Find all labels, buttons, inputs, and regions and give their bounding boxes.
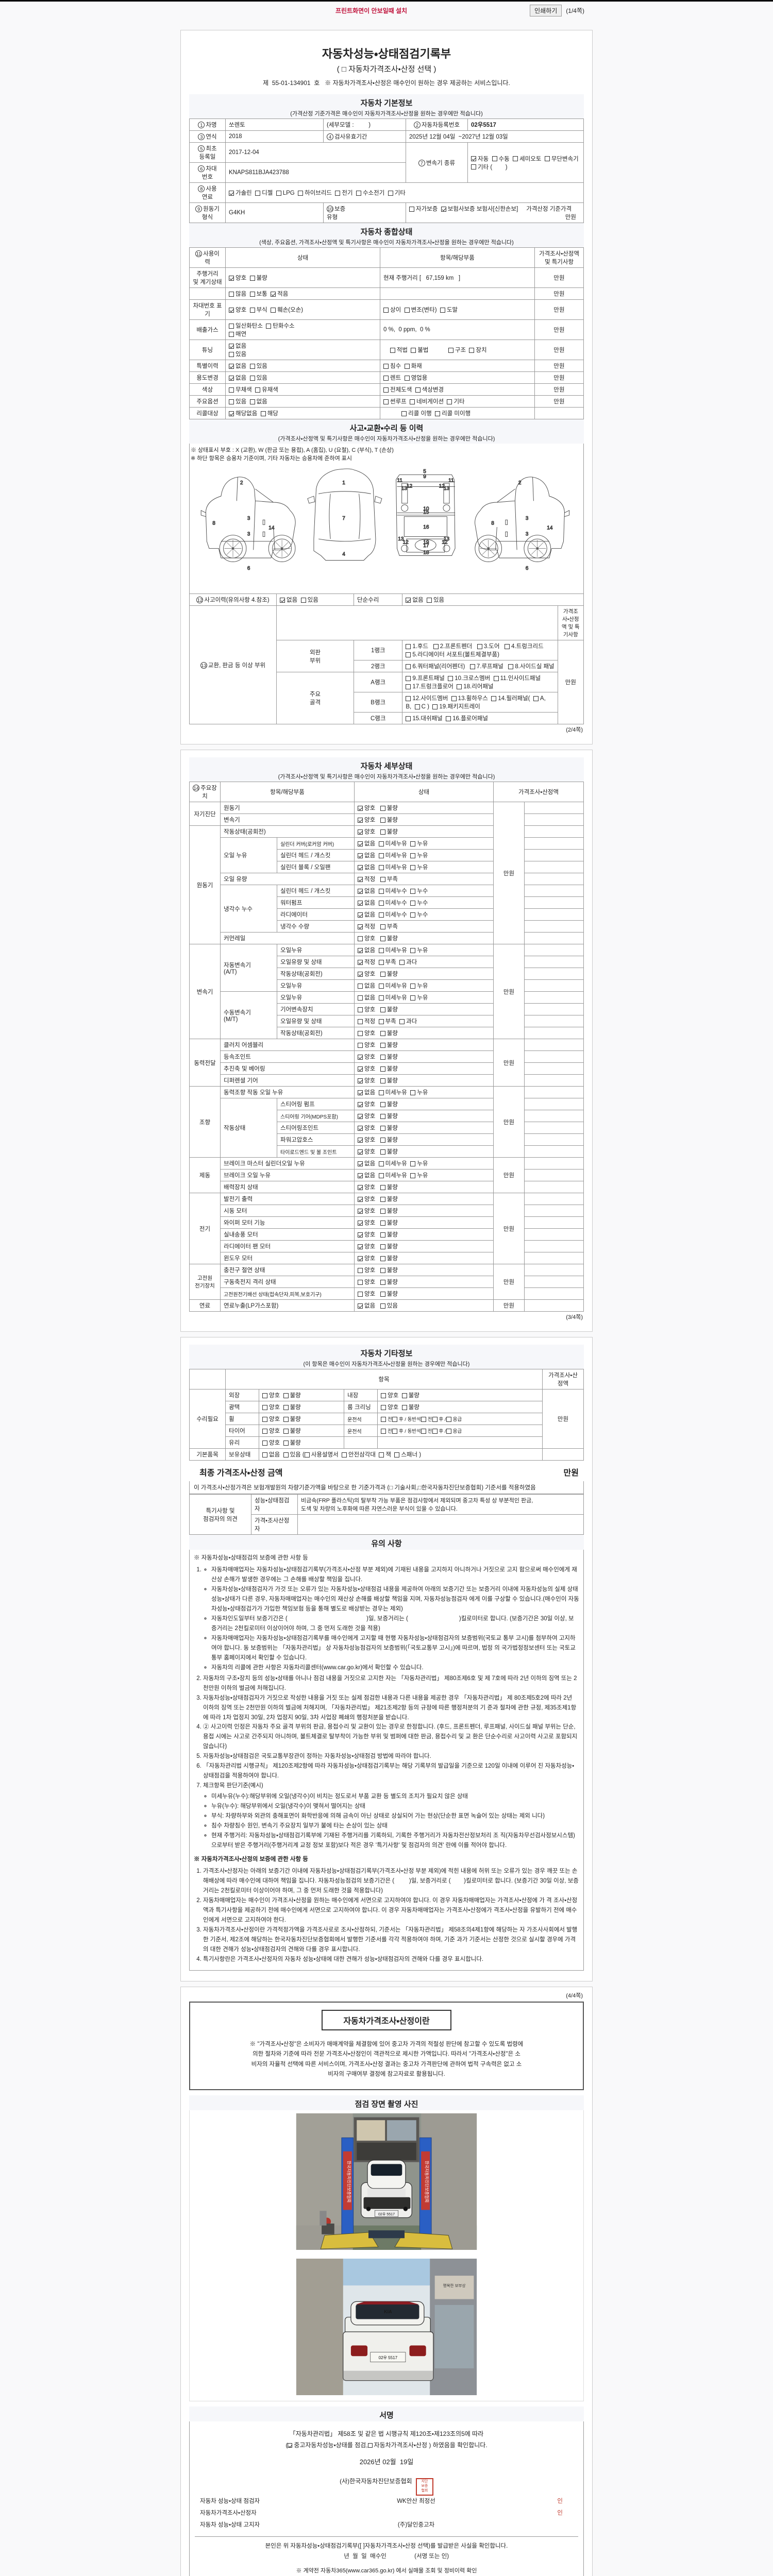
svg-text:14: 14 <box>547 526 553 531</box>
svg-text:12: 12 <box>403 539 409 545</box>
svg-text:6: 6 <box>247 566 250 571</box>
svg-text:3: 3 <box>247 532 250 537</box>
svg-text:한국자동차진단보증협회: 한국자동차진단보증협회 <box>346 2161 351 2202</box>
svg-text:6: 6 <box>526 566 529 571</box>
svg-text:3: 3 <box>247 516 250 521</box>
svg-text:2: 2 <box>240 480 243 486</box>
svg-text:4: 4 <box>342 551 345 557</box>
svg-text:KIA: KIA <box>384 2309 392 2314</box>
svg-text:15: 15 <box>423 510 429 515</box>
svg-text:한국자동차진단보증협회: 한국자동차진단보증협회 <box>425 2161 430 2202</box>
svg-text:02우 5517: 02우 5517 <box>378 2212 395 2216</box>
svg-text:7: 7 <box>342 516 345 521</box>
svg-text:8: 8 <box>212 520 215 526</box>
svg-text:16: 16 <box>423 524 429 530</box>
svg-text:02우 5517: 02우 5517 <box>379 2355 398 2360</box>
svg-text:3: 3 <box>526 532 529 537</box>
svg-text:8: 8 <box>491 520 494 526</box>
svg-text:1: 1 <box>342 480 345 486</box>
svg-text:12: 12 <box>439 483 445 489</box>
svg-text:17: 17 <box>423 543 429 549</box>
svg-text:12: 12 <box>407 483 413 489</box>
svg-text:11: 11 <box>397 478 402 483</box>
svg-text:2: 2 <box>518 480 522 486</box>
svg-text:3: 3 <box>526 516 529 521</box>
svg-text:14: 14 <box>268 526 275 531</box>
svg-text:9: 9 <box>423 474 426 480</box>
svg-text:11: 11 <box>448 478 454 483</box>
svg-text:행복한 보부상: 행복한 보부상 <box>443 2283 466 2288</box>
svg-text:18: 18 <box>423 550 429 556</box>
svg-text:12: 12 <box>442 539 448 545</box>
